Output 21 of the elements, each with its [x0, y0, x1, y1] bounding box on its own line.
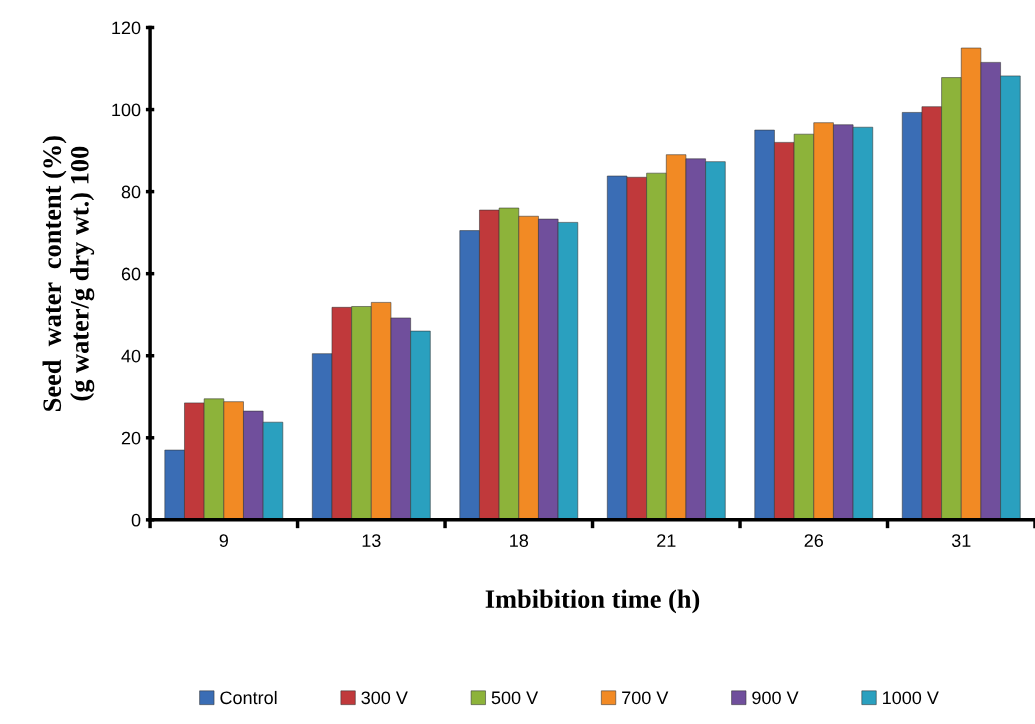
- x-tick-label: 9: [219, 534, 228, 547]
- y-tick-label: 40: [121, 349, 141, 363]
- legend-label: 900 V: [752, 691, 799, 705]
- x-axis-title: Imbibition time (h): [485, 589, 700, 614]
- x-tick-label: 21: [657, 534, 676, 547]
- legend-label: 500 V: [491, 691, 539, 705]
- x-tick-label: 13: [362, 534, 381, 547]
- y-tick-label: 100: [112, 103, 141, 117]
- legend-label: 1000 V: [883, 691, 939, 705]
- y-tick-label: 60: [121, 267, 141, 281]
- x-tick-label: 18: [510, 534, 529, 547]
- y-tick-label: 20: [121, 431, 141, 445]
- x-tick-label: 26: [804, 534, 824, 547]
- legend-label: 300 V: [361, 691, 408, 705]
- y-tick-label: 0: [131, 513, 141, 527]
- legend-label: 700 V: [622, 691, 669, 705]
- y-tick-label: 80: [121, 185, 141, 199]
- x-tick-label: 31: [951, 534, 971, 547]
- legend-label: Control: [220, 690, 277, 705]
- y-tick-label: 120: [112, 21, 141, 35]
- y-axis-title: Seed water content (%) (g water/g dry wt.) 100: [42, 136, 95, 411]
